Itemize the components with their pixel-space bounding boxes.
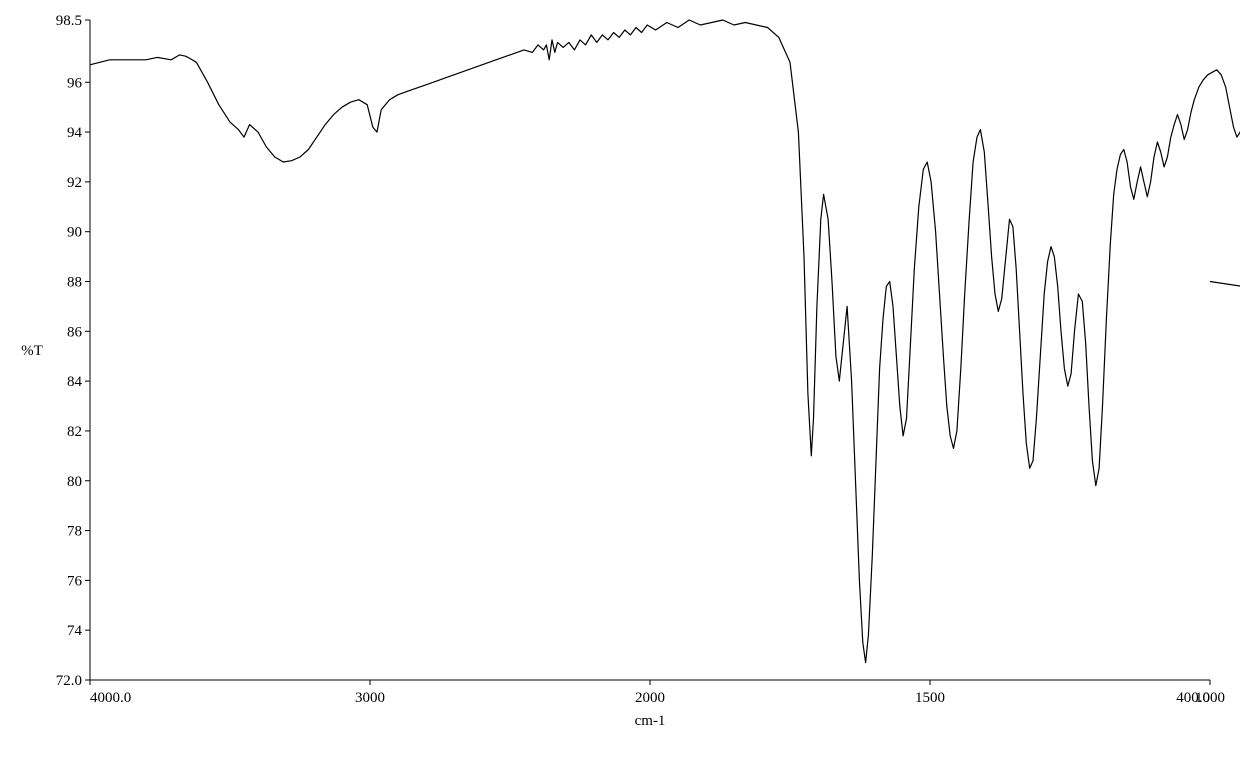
x-axis-label: cm-1 — [635, 713, 666, 729]
y-tick-label: 86 — [67, 324, 83, 340]
y-tick-label: 92 — [67, 175, 82, 191]
x-tick-label: 4000.0 — [90, 690, 131, 706]
ir-spectrum-chart: 72.0 74 76 78 80 82 84 86 88 90 92 94 96 98.5 4000.0 30… — [0, 0, 1240, 772]
y-tick-label: 94 — [67, 125, 83, 141]
y-tick-label: 76 — [67, 573, 83, 589]
x-tick-label: 1500 — [915, 690, 945, 706]
spectrum-trace — [90, 20, 1240, 663]
y-tick-label: 80 — [67, 474, 82, 490]
y-tick-label: 90 — [67, 225, 82, 241]
y-tick-label: 84 — [67, 374, 83, 390]
y-axis-label: %T — [21, 343, 43, 359]
y-tick-label: 82 — [67, 424, 82, 440]
x-tick-label: 2000 — [635, 690, 665, 706]
x-tick-label: 3000 — [355, 690, 385, 706]
y-tick-label: 88 — [67, 275, 82, 291]
y-tick-label: 78 — [67, 524, 82, 540]
y-tick-label: 72.0 — [56, 673, 82, 689]
chart-svg: 72.0 74 76 78 80 82 84 86 88 90 92 94 96 98.5 4000.0 30… — [0, 0, 1240, 772]
y-tick-label: 74 — [67, 623, 83, 639]
y-tick-label: 98.5 — [56, 13, 82, 29]
x-tick-label: 400.0 — [1176, 690, 1210, 706]
y-tick-label: 96 — [67, 75, 83, 91]
